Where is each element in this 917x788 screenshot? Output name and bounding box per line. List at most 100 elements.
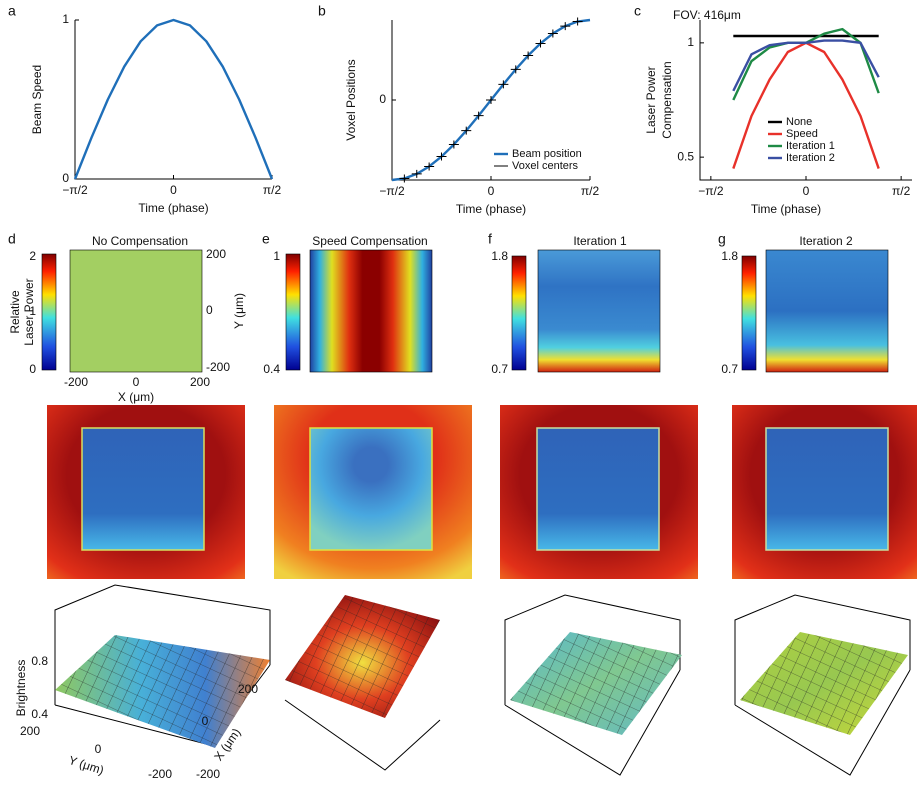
panel-d: d No Compensation Relative Laser Power 2… — [8, 231, 246, 404]
photo-square — [537, 428, 659, 550]
voxel-marker — [573, 18, 583, 26]
x-tick-label: 0 — [488, 184, 495, 198]
y-axis-label: Laser Power — [644, 66, 658, 133]
panel-letter: c — [634, 3, 641, 19]
colorbar-tick: 1 — [273, 249, 280, 263]
colorbar — [742, 256, 756, 370]
surface-box — [285, 700, 440, 770]
surface-d: Brightness 0.8 0.4 200 0 -200 Y (μm) 200… — [14, 585, 270, 781]
x-axis-label: X (μm) — [118, 390, 154, 404]
panel-letter: b — [318, 3, 326, 19]
panel-title: No Compensation — [92, 234, 188, 248]
y-tick-label: 0 — [206, 303, 213, 317]
y-tick-label: 200 — [20, 724, 40, 738]
photo-g — [732, 405, 917, 579]
x-tick-label: -200 — [196, 767, 220, 781]
panel-title: Speed Compensation — [312, 234, 427, 248]
photo-e — [274, 405, 472, 579]
photo-square — [766, 428, 888, 550]
y-tick-label: 1 — [687, 35, 694, 49]
legend-label: Voxel centers — [512, 160, 579, 172]
surface-mesh — [510, 632, 682, 735]
chart-panel: b −π/2 0 π/2 0 Time (phase) Voxel Positions Bea… — [318, 3, 599, 216]
panel-letter: d — [8, 231, 16, 247]
series-line — [75, 20, 272, 179]
x-tick-label: -200 — [64, 375, 88, 389]
panel-f: f Iteration 1 1.8 0.7 — [488, 231, 660, 376]
y-tick-label: 0 — [379, 92, 386, 106]
z-axis-label: Brightness — [14, 660, 28, 717]
surface-mesh — [740, 632, 908, 735]
panel-letter: g — [718, 231, 726, 247]
y-axis-label: Compensation — [660, 61, 674, 138]
panel-letter: e — [262, 231, 270, 247]
y-tick-label: -200 — [148, 767, 172, 781]
heatmap — [310, 250, 432, 372]
page: Figure body { margin: 0; background: #ff… — [0, 0, 917, 788]
legend-label: None — [786, 116, 812, 128]
x-tick-label: −π/2 — [62, 183, 88, 197]
legend-label: Speed — [786, 128, 818, 140]
photo-square — [82, 428, 204, 550]
figure: d No Compensation Relative Laser Power 2… — [0, 0, 917, 788]
surface-g — [735, 595, 910, 775]
colorbar-label: Relative — [8, 290, 22, 334]
x-tick-label: 0 — [202, 714, 209, 728]
legend-label: Iteration 1 — [786, 140, 835, 152]
surface-f — [505, 595, 682, 775]
colorbar-tick: 1.8 — [721, 249, 738, 263]
heatmap — [70, 250, 202, 372]
panel-letter: f — [488, 231, 492, 247]
x-axis-label: Time (phase) — [138, 201, 208, 215]
y-axis-label: Y (μm) — [232, 293, 246, 329]
axis-line — [75, 20, 272, 179]
colorbar — [286, 254, 300, 370]
photo-square — [310, 428, 432, 550]
y-axis-label: Voxel Positions — [344, 59, 358, 140]
body: {"chart_data": [ {"type": "line", "panel… — [0, 0, 917, 788]
y-tick-label: 0 — [62, 171, 69, 185]
x-tick-label: π/2 — [581, 184, 600, 198]
legend-label: Beam position — [512, 148, 582, 160]
colorbar-tick: 0 — [29, 362, 36, 376]
y-axis-label: Y (μm) — [67, 753, 106, 777]
x-tick-label: −π/2 — [698, 184, 724, 198]
x-tick-label: π/2 — [263, 183, 282, 197]
y-tick-label: 1 — [62, 12, 69, 26]
surface-mesh — [285, 595, 440, 718]
x-tick-label: 0 — [133, 375, 140, 389]
x-tick-label: 0 — [803, 184, 810, 198]
voxel-marker — [399, 174, 409, 182]
colorbar-tick: 1.8 — [491, 249, 508, 263]
z-tick-label: 0.4 — [31, 707, 48, 721]
panel-g: g Iteration 2 1.8 0.7 — [718, 231, 888, 376]
x-axis-label: Time (phase) — [456, 202, 526, 216]
annotation: FOV: 416μm — [673, 8, 741, 22]
y-axis-label: Beam Speed — [30, 65, 44, 134]
surface-e — [285, 595, 440, 770]
colorbar — [512, 256, 526, 370]
legend-label: Iteration 2 — [786, 152, 835, 164]
colorbar-tick: 0.7 — [721, 362, 738, 376]
panel-e: e Speed Compensation 1 0.4 — [262, 231, 432, 376]
x-tick-label: 200 — [190, 375, 210, 389]
colorbar-tick: 2 — [29, 249, 36, 263]
y-tick-label: -200 — [206, 360, 230, 374]
series-line — [733, 29, 878, 100]
y-tick-label: 0.5 — [677, 149, 694, 163]
panel-title: Iteration 2 — [799, 234, 853, 248]
colorbar-tick: 1 — [29, 304, 36, 318]
heatmap — [766, 250, 888, 372]
y-tick-label: 200 — [206, 247, 226, 261]
z-tick-label: 0.8 — [31, 654, 48, 668]
x-tick-label: 200 — [238, 682, 258, 696]
colorbar-tick: 0.7 — [491, 362, 508, 376]
x-tick-label: π/2 — [892, 184, 911, 198]
photo-d — [47, 405, 245, 579]
x-tick-label: 0 — [170, 183, 177, 197]
panel-title: Iteration 1 — [573, 234, 627, 248]
x-tick-label: −π/2 — [379, 184, 405, 198]
photo-f — [500, 405, 698, 579]
